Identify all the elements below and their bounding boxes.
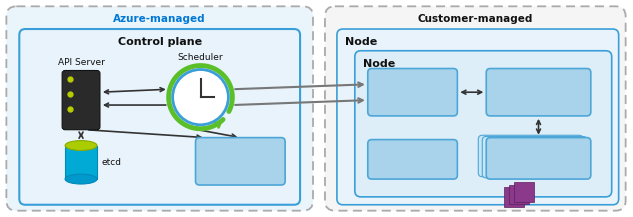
Bar bbox=[509, 184, 529, 204]
FancyBboxPatch shape bbox=[368, 69, 458, 116]
FancyBboxPatch shape bbox=[325, 6, 625, 211]
FancyBboxPatch shape bbox=[368, 140, 458, 179]
FancyBboxPatch shape bbox=[20, 29, 300, 205]
Text: API Server: API Server bbox=[58, 58, 104, 67]
Ellipse shape bbox=[65, 141, 97, 150]
FancyBboxPatch shape bbox=[355, 51, 611, 197]
FancyBboxPatch shape bbox=[482, 136, 587, 178]
Circle shape bbox=[173, 69, 229, 125]
Ellipse shape bbox=[65, 174, 97, 184]
FancyBboxPatch shape bbox=[196, 138, 285, 185]
Text: kube-proxy: kube-proxy bbox=[385, 154, 440, 164]
Text: Container: Container bbox=[515, 153, 562, 163]
Text: Control plane: Control plane bbox=[118, 37, 202, 47]
Bar bbox=[504, 187, 524, 207]
Bar bbox=[65, 146, 97, 179]
FancyBboxPatch shape bbox=[337, 29, 618, 205]
Text: Container
runtime: Container runtime bbox=[515, 81, 562, 103]
Text: kubelet: kubelet bbox=[394, 87, 431, 97]
Text: Azure-managed: Azure-managed bbox=[113, 14, 206, 24]
Text: etcd: etcd bbox=[102, 158, 122, 167]
Text: Scheduler: Scheduler bbox=[178, 53, 223, 62]
Text: Controller
manager: Controller manager bbox=[216, 151, 264, 172]
FancyBboxPatch shape bbox=[479, 135, 583, 177]
FancyBboxPatch shape bbox=[486, 138, 591, 179]
Text: Node: Node bbox=[345, 37, 377, 47]
FancyBboxPatch shape bbox=[6, 6, 313, 211]
FancyBboxPatch shape bbox=[486, 69, 591, 116]
Text: Customer-managed: Customer-managed bbox=[418, 14, 533, 24]
FancyBboxPatch shape bbox=[62, 71, 100, 130]
Text: Node: Node bbox=[363, 59, 395, 69]
Bar bbox=[514, 182, 534, 202]
